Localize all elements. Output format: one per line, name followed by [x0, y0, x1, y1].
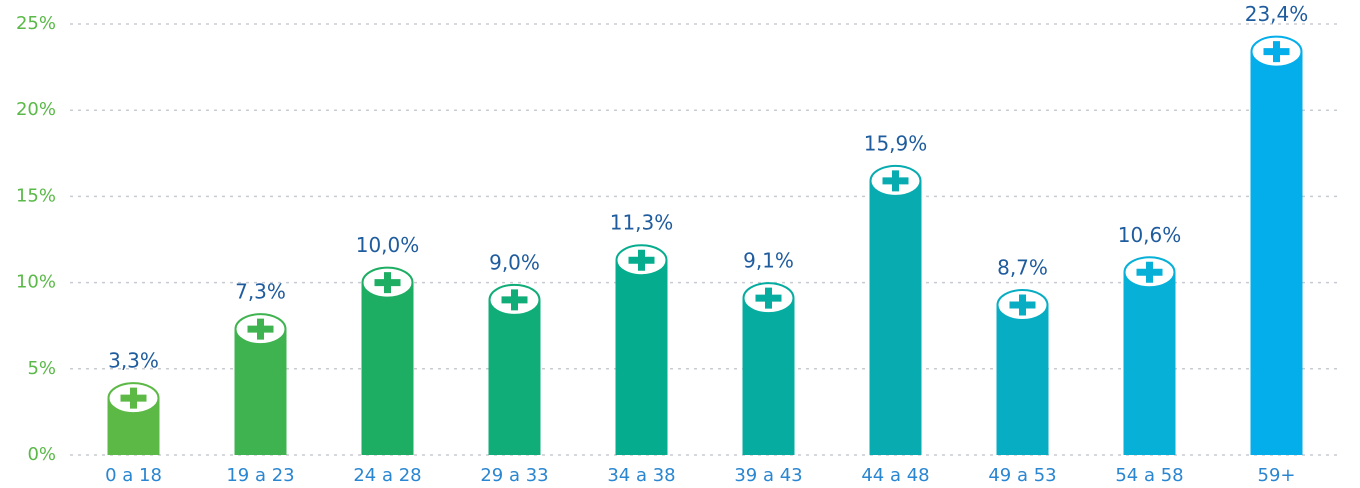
y-tick-label: 0% — [27, 444, 56, 465]
x-tick-label: 49 a 53 — [988, 465, 1056, 486]
value-label: 10,6% — [1118, 223, 1182, 247]
x-tick-label: 34 a 38 — [607, 465, 675, 486]
bar — [361, 282, 414, 455]
value-label: 23,4% — [1245, 2, 1309, 26]
y-tick-label: 5% — [27, 358, 56, 379]
plus-icon — [882, 170, 909, 192]
value-label: 3,3% — [108, 349, 159, 373]
bar — [742, 298, 795, 455]
y-tick-label: 20% — [16, 99, 56, 120]
y-tick-label: 25% — [16, 13, 56, 34]
plus-icon — [1009, 294, 1036, 316]
plus-icon — [755, 287, 782, 309]
bar — [1250, 51, 1303, 456]
value-label: 15,9% — [864, 131, 928, 155]
y-tick-label: 15% — [16, 185, 56, 206]
plus-icon — [1263, 41, 1290, 63]
bar — [1123, 272, 1176, 455]
value-label: 7,3% — [235, 280, 286, 304]
plus-icon — [120, 387, 147, 409]
value-label: 11,3% — [610, 211, 674, 235]
x-tick-label: 29 a 33 — [480, 465, 548, 486]
plus-icon — [374, 272, 401, 294]
x-tick-label: 24 a 28 — [353, 465, 421, 486]
bar — [488, 299, 541, 455]
plus-icon — [628, 249, 655, 271]
x-tick-label: 0 a 18 — [105, 465, 162, 486]
bar — [996, 305, 1049, 455]
x-tick-label: 19 a 23 — [226, 465, 294, 486]
x-tick-label: 59+ — [1258, 465, 1296, 486]
value-label: 8,7% — [997, 256, 1048, 280]
x-tick-label: 54 a 58 — [1115, 465, 1183, 486]
x-tick-label: 39 a 43 — [734, 465, 802, 486]
bar — [234, 329, 287, 455]
x-tick-label: 44 a 48 — [861, 465, 929, 486]
value-label: 9,0% — [489, 250, 540, 274]
value-label: 10,0% — [356, 233, 420, 257]
bar — [615, 260, 668, 455]
plus-icon — [1136, 261, 1163, 283]
value-label: 9,1% — [743, 249, 794, 273]
plus-icon — [501, 289, 528, 311]
y-tick-label: 10% — [16, 272, 56, 293]
bar — [869, 180, 922, 455]
plus-icon — [247, 318, 274, 340]
